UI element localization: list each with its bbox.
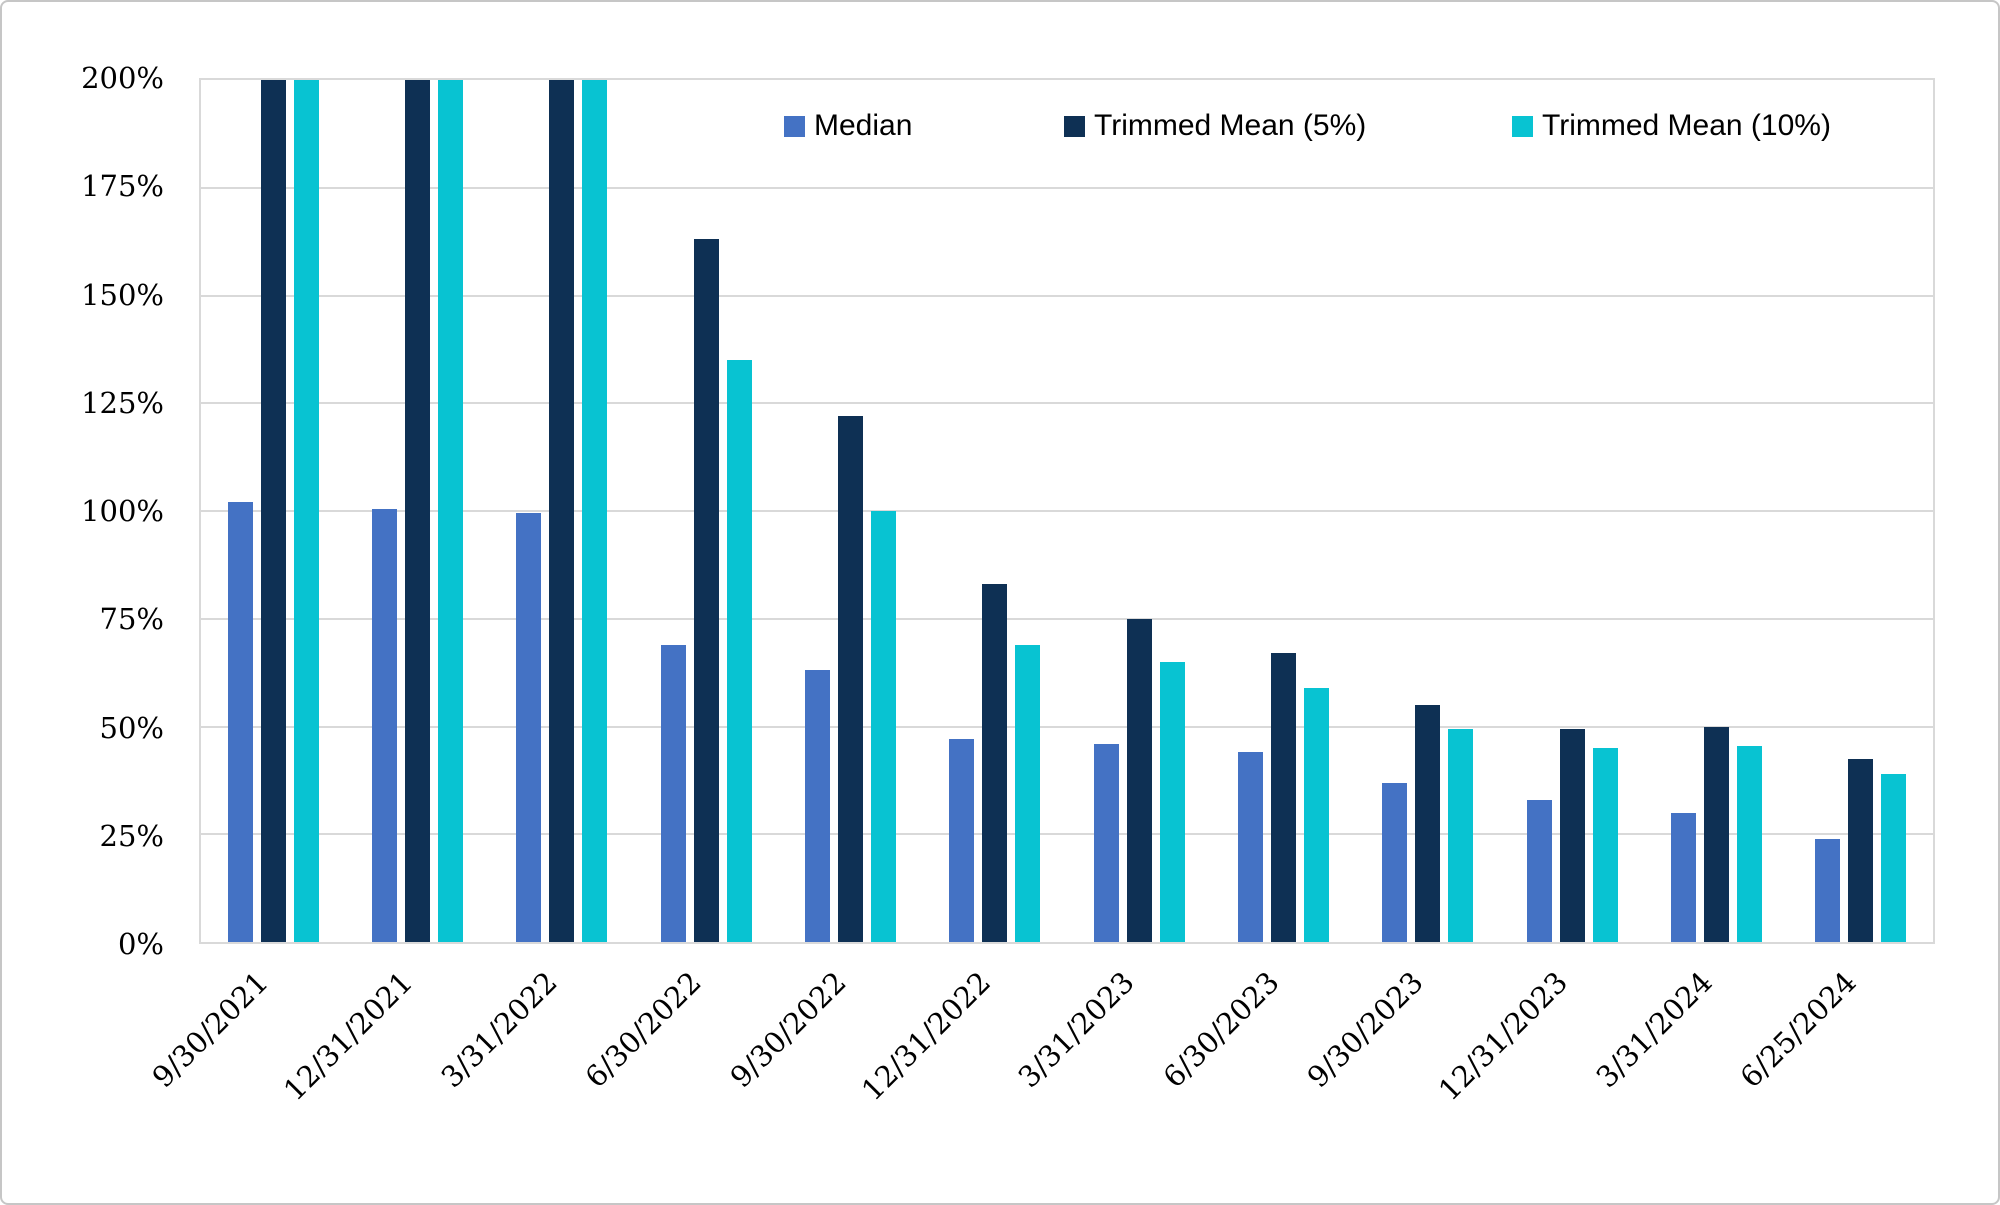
bar-trimmed-mean-10-9-30-2022 (871, 511, 896, 942)
legend-item-median: Median (784, 106, 912, 146)
x-tick-label-9-30-2023: 9/30/2023 (1300, 964, 1430, 1095)
bar-median-9-30-2023 (1382, 782, 1408, 942)
x-tick-label-6-25-2024: 6/25/2024 (1733, 964, 1863, 1095)
bar-trimmed-mean-5-6-25-2024 (1848, 758, 1874, 942)
y-tick-label-125pct: 125% (81, 385, 164, 420)
bar-trimmed-mean-10-9-30-2021 (293, 80, 319, 942)
gridline-125 (201, 402, 1933, 405)
x-tick-label-3-31-2022: 3/31/2022 (434, 964, 564, 1095)
y-tick-label-50pct: 50% (99, 710, 164, 745)
legend-item-trimmed-mean-10: Trimmed Mean (10%) (1512, 106, 1831, 146)
bar-median-3-31-2023 (1093, 743, 1119, 942)
bar-trimmed-mean-5-12-31-2022 (982, 584, 1008, 942)
chart-legend: Median Trimmed Mean (5%) Trimmed Mean (1… (2, 106, 1998, 146)
y-tick-label-175pct: 175% (81, 169, 164, 204)
x-tick-label-3-31-2024: 3/31/2024 (1589, 964, 1719, 1095)
legend-label-median: Median (814, 109, 913, 142)
bar-trimmed-mean-5-6-30-2023 (1271, 653, 1296, 942)
bar-median-9-30-2021 (227, 502, 253, 942)
legend-swatch-trimmed-mean-10-icon (1512, 115, 1533, 137)
bar-median-9-30-2022 (805, 670, 830, 942)
bar-trimmed-mean-10-3-31-2023 (1159, 661, 1185, 942)
bar-median-3-31-2022 (516, 513, 542, 942)
bar-median-12-31-2023 (1526, 799, 1552, 942)
x-tick-label-6-30-2023: 6/30/2023 (1156, 964, 1286, 1095)
gridline-25 (201, 833, 1933, 836)
bar-trimmed-mean-5-3-31-2023 (1126, 618, 1152, 942)
bar-trimmed-mean-10-12-31-2023 (1592, 748, 1618, 942)
x-tick-label-9-30-2022: 9/30/2022 (723, 964, 853, 1095)
x-tick-label-3-31-2023: 3/31/2023 (1011, 964, 1142, 1095)
bar-trimmed-mean-10-6-25-2024 (1881, 773, 1907, 942)
bar-trimmed-mean-10-3-31-2022 (582, 80, 608, 942)
bar-trimmed-mean-5-6-30-2022 (693, 239, 719, 942)
gridline-150 (201, 294, 1933, 297)
bar-trimmed-mean-5-3-31-2022 (549, 80, 575, 942)
legend-label-trimmed-mean-10: Trimmed Mean (10%) (1542, 109, 1831, 142)
bar-trimmed-mean-10-3-31-2024 (1737, 745, 1762, 942)
plot-area (199, 78, 1935, 944)
bar-trimmed-mean-5-9-30-2023 (1415, 704, 1441, 942)
x-tick-label-12-31-2023: 12/31/2023 (1431, 964, 1575, 1108)
x-tick-label-9-30-2021: 9/30/2021 (145, 964, 276, 1095)
bar-median-12-31-2021 (372, 508, 397, 942)
bar-trimmed-mean-10-6-30-2022 (726, 360, 752, 942)
bar-trimmed-mean-5-3-31-2024 (1704, 726, 1729, 942)
legend-label-trimmed-mean-5: Trimmed Mean (5%) (1094, 109, 1367, 142)
legend-item-trimmed-mean-5: Trimmed Mean (5%) (1064, 106, 1366, 146)
bar-median-6-30-2023 (1238, 752, 1263, 942)
x-tick-label-12-31-2022: 12/31/2022 (854, 964, 997, 1108)
gridline-175 (201, 186, 1933, 189)
y-tick-label-150pct: 150% (81, 277, 164, 312)
gridline-75 (201, 617, 1933, 620)
bar-median-3-31-2024 (1671, 812, 1696, 942)
legend-swatch-trimmed-mean-5-icon (1064, 115, 1085, 137)
bar-median-12-31-2022 (949, 739, 975, 942)
bar-trimmed-mean-5-9-30-2021 (260, 80, 286, 942)
bar-trimmed-mean-10-6-30-2023 (1304, 687, 1329, 942)
y-tick-label-100pct: 100% (81, 494, 164, 528)
x-tick-label-6-30-2022: 6/30/2022 (578, 964, 709, 1095)
y-tick-label-0pct: 0% (117, 927, 164, 961)
bar-trimmed-mean-5-9-30-2022 (838, 416, 863, 942)
bar-trimmed-mean-10-12-31-2022 (1015, 644, 1041, 942)
bar-trimmed-mean-5-12-31-2021 (405, 80, 430, 942)
bar-trimmed-mean-10-9-30-2023 (1448, 728, 1474, 942)
bar-median-6-30-2022 (660, 644, 686, 942)
legend-swatch-median-icon (784, 115, 805, 137)
gridline-50 (201, 725, 1933, 728)
gridline-100 (201, 510, 1933, 512)
y-tick-label-200pct: 200% (81, 61, 164, 95)
bar-trimmed-mean-10-12-31-2021 (438, 80, 463, 942)
bar-median-6-25-2024 (1815, 838, 1841, 942)
bar-trimmed-mean-5-12-31-2023 (1559, 728, 1585, 942)
y-tick-label-25pct: 25% (99, 818, 164, 853)
x-tick-label-12-31-2021: 12/31/2021 (277, 964, 420, 1108)
y-tick-label-75pct: 75% (99, 602, 164, 637)
